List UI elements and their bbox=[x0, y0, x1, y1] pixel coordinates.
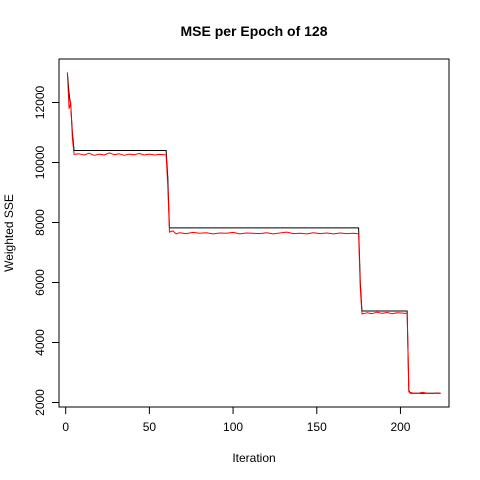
y-tick-label: 10000 bbox=[33, 145, 47, 179]
x-tick-label: 100 bbox=[223, 420, 243, 434]
x-tick-label: 150 bbox=[307, 420, 327, 434]
y-tick-label: 12000 bbox=[33, 85, 47, 119]
x-axis: 0 50 100 150 200 bbox=[62, 406, 411, 434]
series-line-2 bbox=[66, 72, 441, 394]
y-tick-label: 8000 bbox=[33, 209, 47, 236]
y-tick-label: 4000 bbox=[33, 329, 47, 356]
x-tick-label: 0 bbox=[62, 420, 69, 434]
x-tick-label: 200 bbox=[390, 420, 410, 434]
y-axis-label: Weighted SSE bbox=[2, 194, 16, 272]
series-layer bbox=[66, 72, 441, 394]
x-tick-label: 50 bbox=[143, 420, 157, 434]
x-axis-label: Iteration bbox=[232, 451, 275, 465]
y-tick-label: 6000 bbox=[33, 269, 47, 296]
y-axis: 2000 4000 6000 8000 10000 12000 bbox=[33, 85, 60, 416]
chart-title: MSE per Epoch of 128 bbox=[180, 23, 327, 39]
y-tick-label: 2000 bbox=[33, 389, 47, 416]
